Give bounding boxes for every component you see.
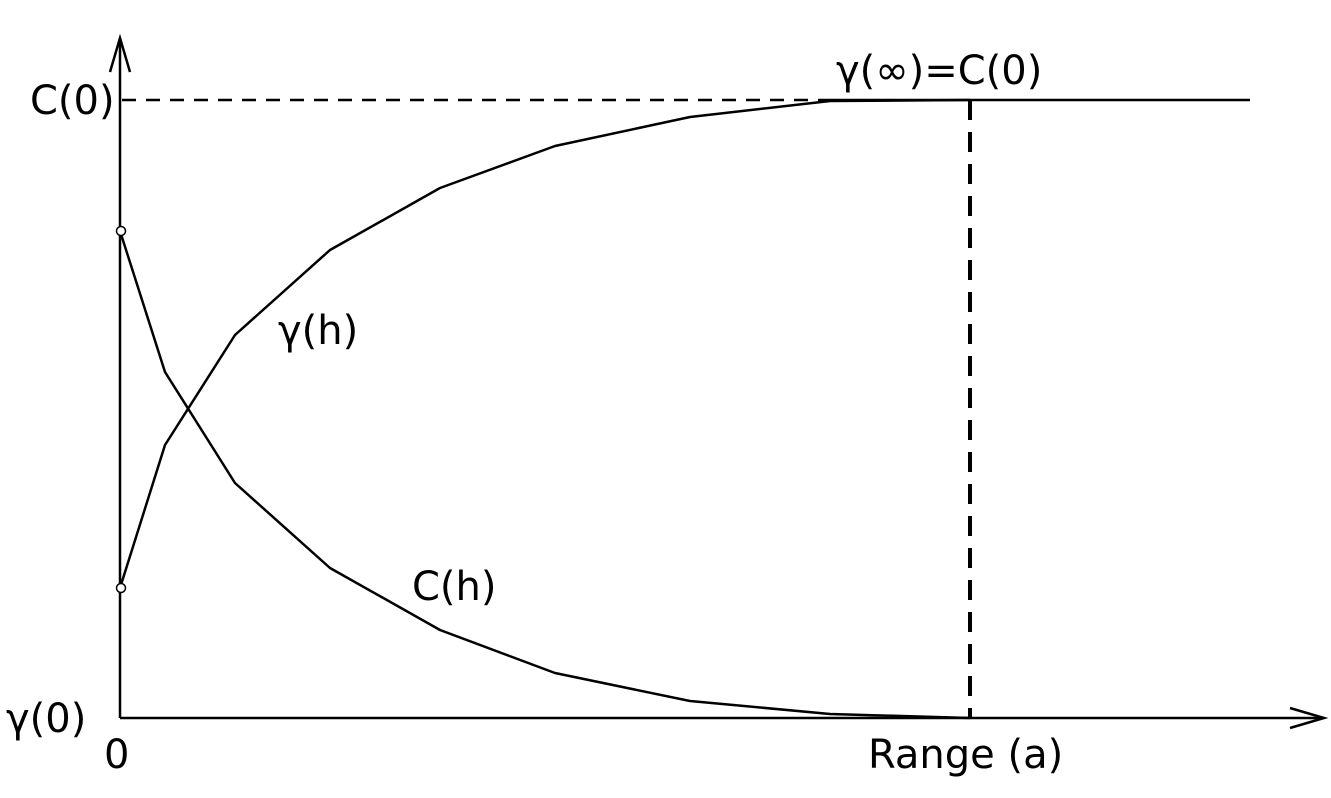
- covariance-label: C(h): [412, 564, 497, 610]
- semivariogram-label: γ(h): [278, 308, 358, 354]
- x-axis-arrowhead: [1289, 706, 1329, 730]
- x-axis-label: Range (a): [868, 732, 1063, 778]
- covariance-start-marker: [115, 225, 127, 237]
- y-bottom-label: γ(0): [6, 696, 86, 742]
- semivariogram-curve: [118, 98, 971, 589]
- sill-label: γ(∞)=C(0): [836, 48, 1042, 94]
- y-top-label: C(0): [30, 78, 115, 124]
- semivariogram-start-marker: [115, 582, 127, 594]
- origin-label: 0: [104, 732, 129, 778]
- y-axis-arrowhead: [108, 33, 132, 73]
- covariance-curve: [118, 230, 971, 720]
